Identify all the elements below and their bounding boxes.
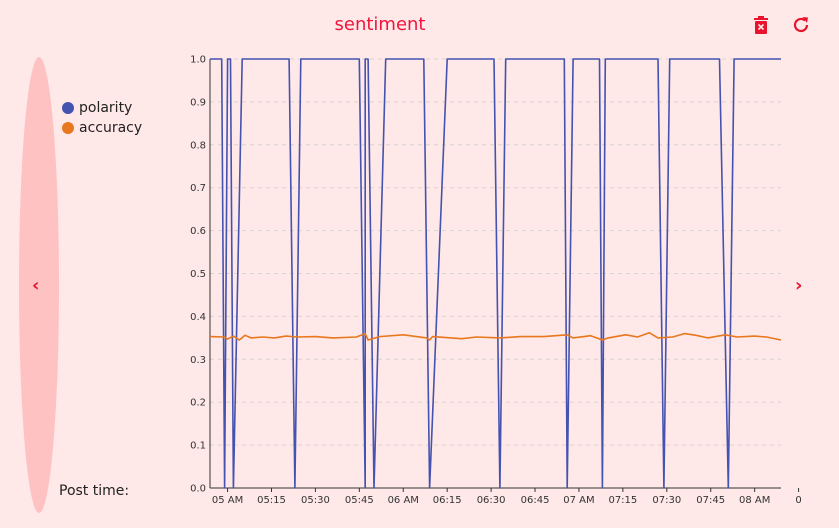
x-tick-label: 07:30 [652,495,681,506]
chevron-left-icon[interactable]: ‹ [32,275,40,296]
x-tick-label: 05 AM [212,495,243,506]
legend-item-polarity[interactable]: polarity [62,98,142,118]
x-tick-label: 07:45 [696,495,725,506]
series-line-accuracy [209,331,782,341]
x-tick-label: 06:15 [433,495,462,506]
legend-item-accuracy[interactable]: accuracy [62,118,142,138]
legend-label-accuracy: accuracy [79,120,143,136]
refresh-icon[interactable] [790,14,812,36]
x-tick-label: 07 AM [563,495,594,506]
y-tick-label: 0.7 [190,183,206,194]
trash-icon[interactable] [750,14,772,36]
legend-dot-polarity [62,102,74,114]
y-tick-label: 0.3 [190,355,206,366]
x-tick-label: 05:45 [345,495,374,506]
x-tick-label: 06:30 [477,495,506,506]
chevron-right-icon[interactable]: › [795,275,803,296]
y-tick-label: 0.9 [190,97,206,108]
x-tick-label: 06:45 [521,495,550,506]
legend-dot-accuracy [62,122,74,134]
series-line-polarity [210,58,781,489]
x-tick-label: 07:15 [608,495,637,506]
chart-legend: polarity accuracy [62,98,142,138]
y-tick-label: 0.1 [190,441,206,452]
y-tick-label: 0.0 [190,484,206,495]
x-tick-label: 05:30 [301,495,330,506]
x-tick-label: 0 [795,495,801,506]
x-tick-label: 08 AM [739,495,770,506]
x-tick-label: 05:15 [257,495,286,506]
y-tick-label: 0.6 [190,226,206,237]
legend-label-polarity: polarity [79,100,133,116]
x-tick-label: 06 AM [388,495,419,506]
y-tick-label: 1.0 [190,55,206,66]
post-time-label: Post time: [59,483,130,499]
y-tick-label: 0.4 [190,312,206,323]
y-tick-label: 0.5 [190,269,206,280]
y-tick-label: 0.2 [190,398,206,409]
left-nav-panel[interactable] [19,57,59,513]
y-tick-label: 0.8 [190,140,206,151]
page-title: sentiment [334,14,426,35]
